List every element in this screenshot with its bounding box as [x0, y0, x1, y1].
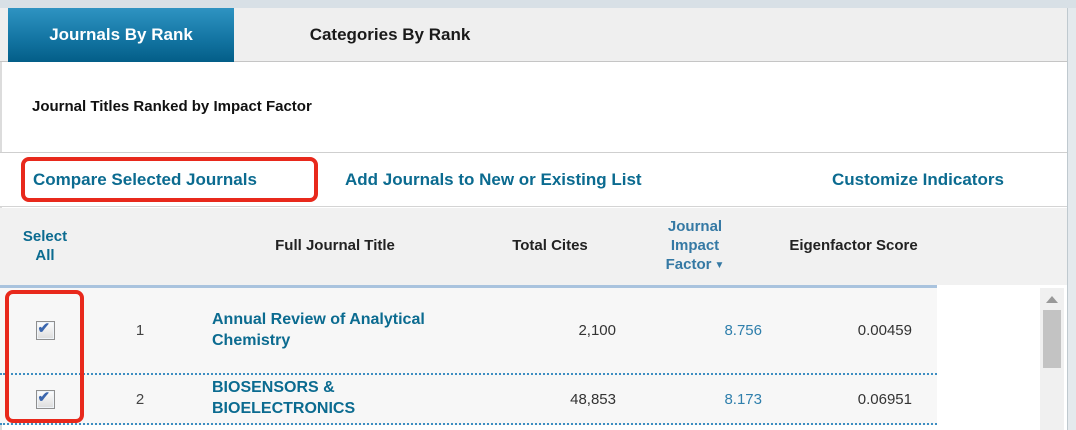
- table-row: ✔ 1 Annual Review of Analytical Chemistr…: [0, 288, 937, 373]
- vertical-scrollbar[interactable]: [1040, 288, 1064, 430]
- rank-value: 1: [135, 322, 145, 339]
- rank-header: [90, 208, 190, 285]
- add-journals-to-list-link[interactable]: Add Journals to New or Existing List: [345, 169, 642, 189]
- eigenfactor-value: 0.00459: [857, 322, 912, 339]
- customize-indicators-link[interactable]: Customize Indicators: [832, 169, 1004, 189]
- table-row: ✔ 2 BIOSENSORS & BIOELECTRONICS 48,853 8…: [0, 373, 937, 425]
- rank-value: 2: [135, 390, 145, 408]
- full-journal-title-header: Full Journal Title: [275, 237, 395, 255]
- header-underline: [0, 285, 937, 288]
- row-checkbox[interactable]: ✔: [35, 388, 55, 409]
- checkmark-icon: ✔: [37, 320, 51, 337]
- journal-impact-factor-label: Journal Impact Factor: [665, 218, 723, 273]
- impact-factor-link[interactable]: 8.756: [724, 322, 762, 339]
- action-bar: Compare Selected Journals Add Journals t…: [0, 153, 1067, 207]
- impact-factor-link[interactable]: 8.173: [724, 390, 762, 408]
- page-title: Journal Titles Ranked by Impact Factor: [32, 98, 312, 115]
- section-divider: [0, 152, 1067, 153]
- tab-categories-by-rank[interactable]: Categories By Rank: [240, 8, 540, 62]
- tab-categories-by-rank-label: Categories By Rank: [309, 25, 471, 44]
- tab-bar: Journals By Rank Categories By Rank: [0, 8, 1067, 62]
- sort-desc-icon: ▼: [714, 259, 725, 271]
- compare-selected-journals-link[interactable]: Compare Selected Journals: [33, 169, 257, 189]
- total-cites-value: 48,853: [570, 390, 616, 408]
- table-header: Select All Full Journal Title Total Cite…: [0, 208, 1067, 285]
- scrollbar-thumb[interactable]: [1043, 310, 1061, 368]
- total-cites-header: Total Cites: [512, 237, 588, 255]
- journal-title-link[interactable]: Annual Review of Analytical Chemistry: [212, 310, 425, 349]
- journal-impact-factor-sort-header[interactable]: Journal Impact Factor ▼: [620, 208, 770, 285]
- tab-journals-by-rank[interactable]: Journals By Rank: [8, 8, 234, 62]
- journal-title-link[interactable]: BIOSENSORS & BIOELECTRONICS: [212, 379, 356, 417]
- select-all-header[interactable]: Select All: [0, 208, 90, 285]
- right-border-strip: [1067, 8, 1076, 430]
- top-border-strip: [0, 0, 1076, 8]
- eigenfactor-value: 0.06951: [857, 390, 912, 408]
- tab-journals-by-rank-label: Journals By Rank: [49, 25, 193, 44]
- checkmark-icon: ✔: [37, 388, 51, 406]
- scroll-up-icon[interactable]: [1046, 296, 1058, 303]
- eigenfactor-score-header: Eigenfactor Score: [789, 237, 918, 255]
- select-all-label: Select All: [22, 227, 68, 264]
- row-checkbox[interactable]: ✔: [35, 320, 55, 340]
- total-cites-value: 2,100: [578, 322, 616, 339]
